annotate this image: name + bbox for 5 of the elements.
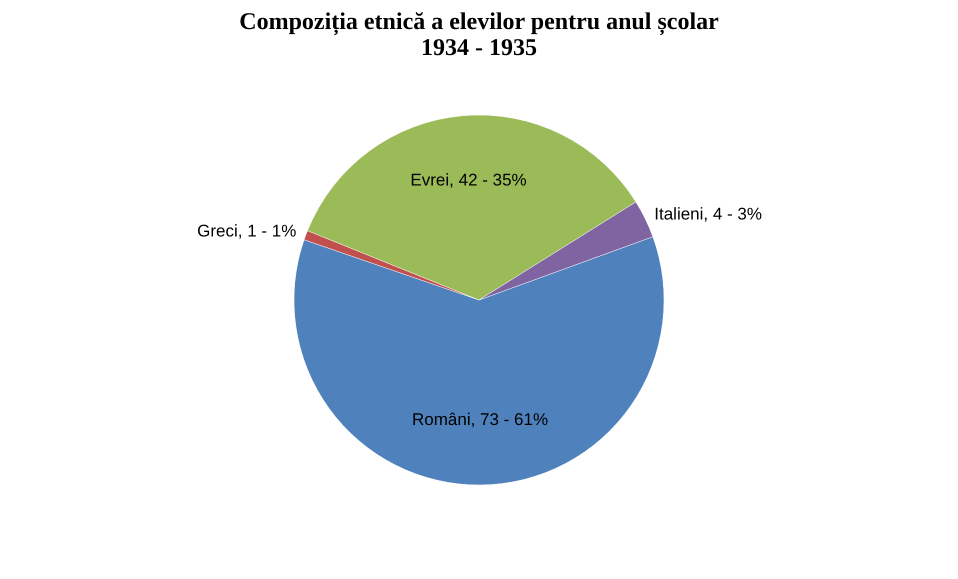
slice-label: Evrei, 42 - 35% [410,170,527,190]
slice-label: Italieni, 4 - 3% [654,204,762,224]
slice-label: Români, 73 - 61% [412,410,548,429]
slice-label: Greci, 1 - 1% [197,222,296,241]
chart-title: Compoziția etnică a elevilor pentru anul școlar 1934 - 1935 [239,9,720,61]
